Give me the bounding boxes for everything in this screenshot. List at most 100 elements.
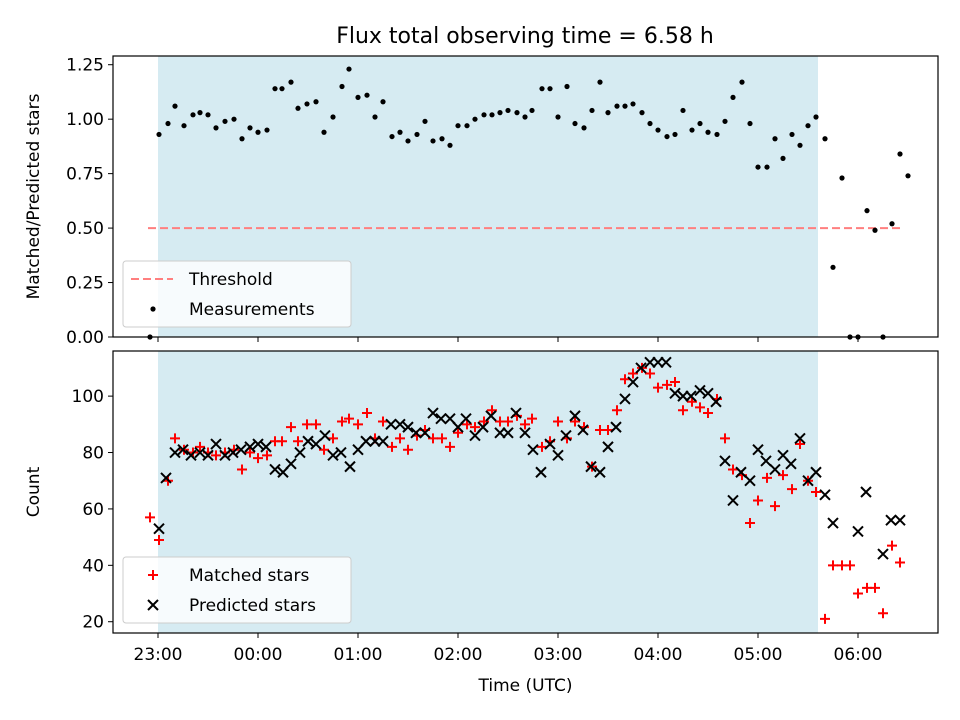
data-point [628,368,638,379]
data-point [762,472,772,483]
data-point [745,518,755,529]
data-point [269,463,281,476]
data-point [255,129,261,135]
data-point [353,419,363,430]
x-tick-label: 00:00 [234,645,283,665]
x-tick-label: 03:00 [534,645,583,665]
data-point [769,463,781,476]
data-point [527,413,537,424]
data-point [662,379,672,390]
data-point [870,582,880,593]
data-point [813,114,819,120]
data-point [260,441,272,453]
data-point [714,131,720,138]
data-point [302,419,312,430]
data-point [872,227,878,233]
data-point [605,110,611,116]
data-point [430,138,436,144]
data-point [589,107,595,114]
data-point [852,525,864,538]
y-axis-label: Count [24,466,44,517]
data-point [213,125,219,131]
data-point [156,131,162,138]
data-point [889,221,895,227]
legend-label: Threshold [188,270,273,290]
data-point [581,125,587,131]
y-tick-label: 0.50 [66,219,104,239]
data-point [560,429,572,442]
data-point [827,517,839,529]
data-point [864,208,870,214]
y-axis-label: Matched/Predicted stars [24,93,44,299]
data-point [445,441,455,452]
data-point [346,66,352,72]
data-point [570,416,580,427]
data-point [630,101,636,107]
legend: Matched stars Predicted stars [122,556,352,624]
y-tick-label: 0.00 [66,328,104,348]
data-point [355,94,361,100]
data-point [697,120,703,127]
data-point [302,435,314,447]
data-point [231,116,237,122]
data-point [372,114,378,120]
data-point [678,405,688,416]
data-point [295,105,301,111]
data-point [529,107,535,114]
data-point [403,444,413,455]
data-point [262,450,272,461]
data-point [435,412,447,425]
data-point [519,427,531,439]
data-point [364,92,370,98]
data-point [453,427,463,438]
data-point [603,424,613,435]
x-tick-label: 06:00 [834,645,883,665]
chart-title: Flux total observing time = 6.58 h [336,24,714,49]
data-point [664,133,670,140]
data-point [547,86,553,92]
data-point [689,127,695,133]
y-tick-label: 40 [82,556,104,576]
data-point [787,484,797,495]
data-point [202,449,214,462]
data-point [647,120,653,127]
data-point [612,405,622,416]
data-point [527,443,539,456]
y-tick-label: 60 [82,500,104,520]
data-point [304,101,310,107]
data-point [402,421,414,433]
data-point [685,390,697,402]
data-point [764,164,770,170]
y-tick-label: 20 [82,613,104,633]
data-point [639,110,645,116]
data-point [181,123,187,129]
data-point [294,446,306,459]
legend-label: Matched stars [189,566,309,586]
data-point [177,443,189,456]
data-point [313,99,319,105]
data-point [728,464,738,475]
data-point [680,107,686,114]
data-point [703,408,713,419]
data-point [235,443,247,456]
data-point [470,422,480,433]
data-point [770,501,780,512]
data-point [622,103,628,109]
data-point [310,438,322,450]
data-point [339,83,345,90]
data-point [385,418,397,431]
data-point [720,433,730,444]
data-point [247,125,253,131]
data-point [727,494,739,507]
data-point [185,449,197,462]
legend-box [122,556,352,624]
data-point [253,453,263,464]
data-point [194,446,206,459]
data-point [564,83,570,90]
data-point [237,464,247,475]
data-point [502,427,514,439]
legend-marker [147,599,159,611]
data-point [537,441,547,452]
data-point [503,416,513,427]
